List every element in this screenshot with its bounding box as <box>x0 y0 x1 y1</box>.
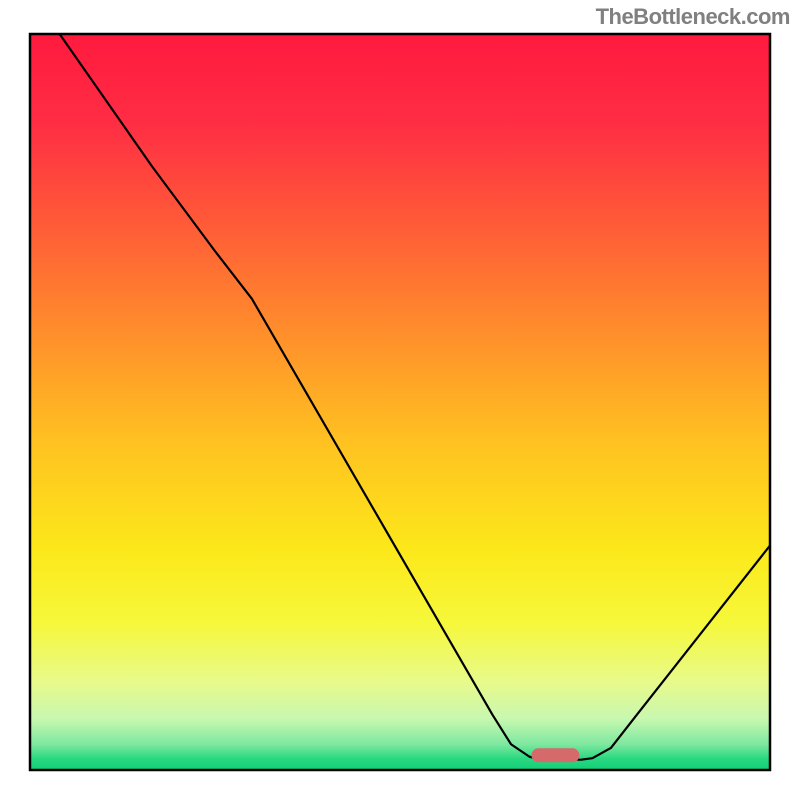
selected-marker <box>531 748 579 762</box>
chart-container: TheBottleneck.com <box>0 0 800 800</box>
watermark-text: TheBottleneck.com <box>596 4 790 30</box>
gradient-background <box>30 34 770 770</box>
bottleneck-chart <box>0 0 800 800</box>
